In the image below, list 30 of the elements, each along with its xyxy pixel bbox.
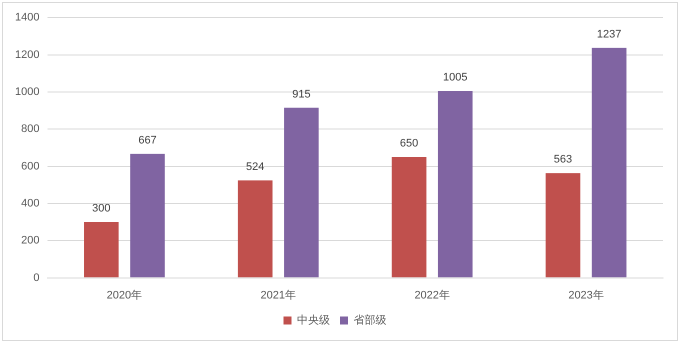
- x-tick-label: 2023年: [568, 289, 604, 302]
- y-tick-label: 600: [21, 160, 40, 172]
- y-tick-label: 400: [21, 197, 40, 210]
- data-label: 667: [138, 134, 157, 146]
- y-tick-label: 1200: [14, 48, 40, 61]
- bar: [284, 108, 319, 278]
- y-tick-label: 800: [21, 123, 40, 136]
- bar: [84, 222, 119, 278]
- bar: [130, 154, 165, 278]
- data-label: 1237: [596, 28, 622, 40]
- data-label: 563: [554, 154, 572, 166]
- data-label: 915: [292, 88, 311, 100]
- legend-label: 省部级: [354, 314, 386, 327]
- bar: [438, 91, 473, 278]
- y-tick-label: 1400: [14, 12, 40, 24]
- x-tick-label: 2020年: [106, 289, 142, 302]
- legend-label: 中央级: [297, 314, 330, 327]
- data-label: 650: [400, 138, 418, 150]
- bar: [592, 48, 626, 278]
- data-label: 1005: [443, 72, 468, 84]
- x-tick-label: 2022年: [414, 289, 450, 302]
- y-tick-label: 1000: [14, 86, 40, 98]
- x-tick-label: 2021年: [260, 289, 296, 302]
- data-label: 524: [246, 160, 264, 173]
- bar: [392, 156, 426, 278]
- data-label: 300: [92, 202, 111, 215]
- y-tick-label: 200: [21, 234, 40, 247]
- bar: [546, 173, 580, 278]
- y-tick-label: 0: [33, 272, 40, 284]
- bar: [238, 180, 273, 278]
